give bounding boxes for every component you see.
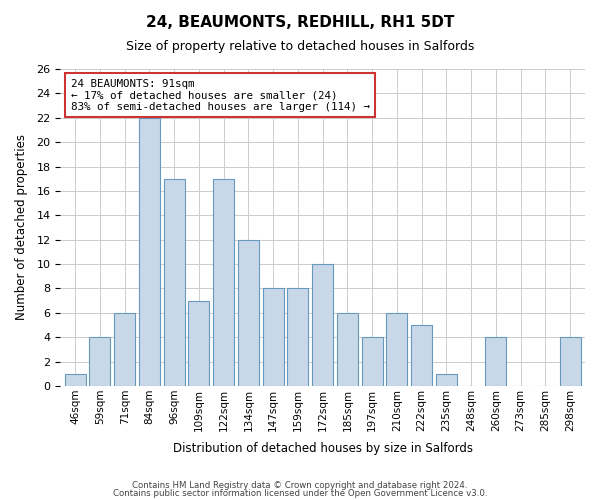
Bar [411, 325, 432, 386]
Text: 24 BEAUMONTS: 91sqm
← 17% of detached houses are smaller (24)
83% of semi-detach: 24 BEAUMONTS: 91sqm ← 17% of detached ho… [71, 78, 370, 112]
Text: 24, BEAUMONTS, REDHILL, RH1 5DT: 24, BEAUMONTS, REDHILL, RH1 5DT [146, 15, 454, 30]
Bar [337, 313, 358, 386]
Text: Contains HM Land Registry data © Crown copyright and database right 2024.: Contains HM Land Registry data © Crown c… [132, 481, 468, 490]
Text: Size of property relative to detached houses in Salfords: Size of property relative to detached ho… [126, 40, 474, 53]
X-axis label: Distribution of detached houses by size in Salfords: Distribution of detached houses by size … [173, 442, 473, 455]
Bar [312, 264, 333, 386]
Bar [114, 313, 135, 386]
Bar [287, 288, 308, 386]
Bar [485, 337, 506, 386]
Bar [164, 178, 185, 386]
Bar [238, 240, 259, 386]
Bar [139, 118, 160, 386]
Text: Contains public sector information licensed under the Open Government Licence v3: Contains public sector information licen… [113, 488, 487, 498]
Bar [436, 374, 457, 386]
Bar [89, 337, 110, 386]
Bar [560, 337, 581, 386]
Bar [65, 374, 86, 386]
Bar [213, 178, 234, 386]
Bar [188, 300, 209, 386]
Y-axis label: Number of detached properties: Number of detached properties [15, 134, 28, 320]
Bar [386, 313, 407, 386]
Bar [263, 288, 284, 386]
Bar [362, 337, 383, 386]
